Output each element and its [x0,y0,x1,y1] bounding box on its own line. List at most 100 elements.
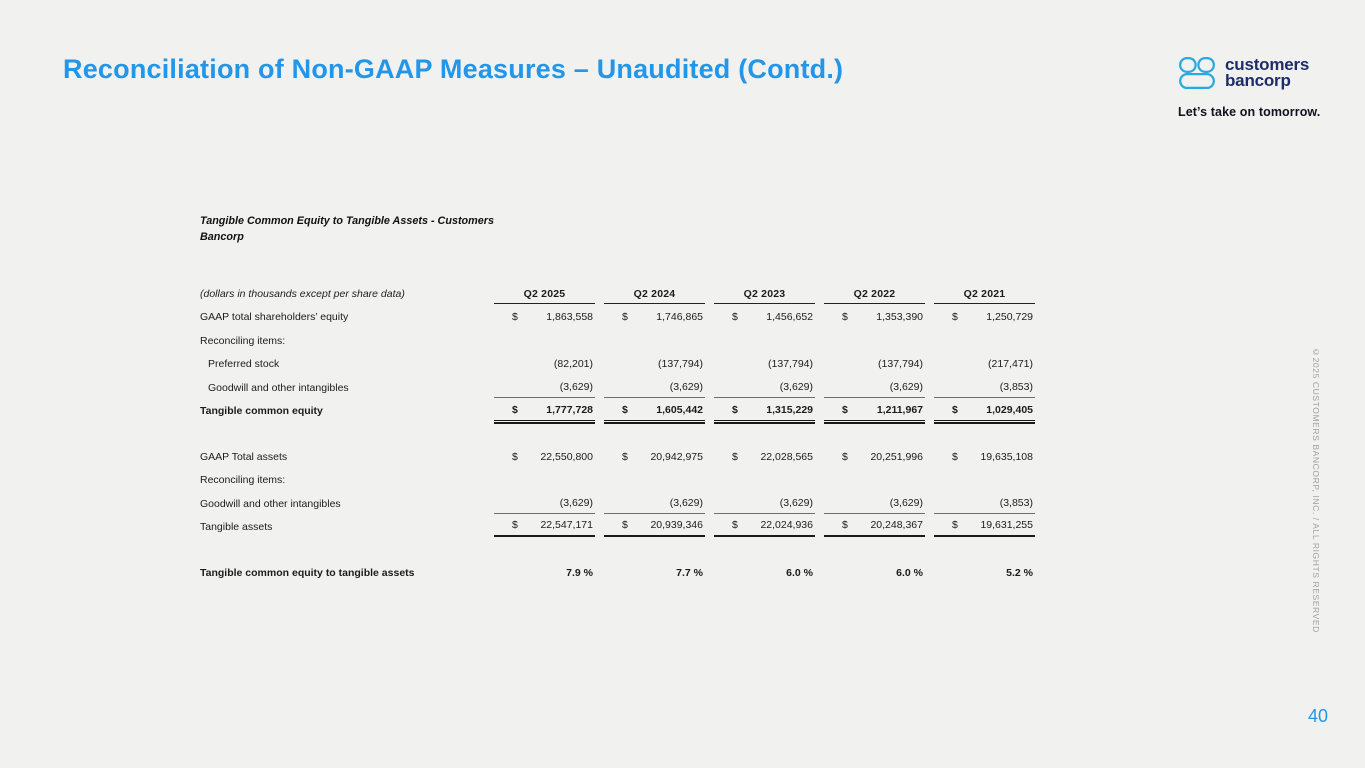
cell-value: (82,201) [553,358,593,371]
value-cell: $1,605,442 [604,400,705,424]
cell-value: (3,629) [559,496,593,509]
value-cell: 6.0 % [714,563,815,583]
value-cell: $20,942,975 [604,447,705,467]
value-cell: (3,629) [714,493,815,514]
dollar-sign: $ [622,311,628,324]
table-row: Goodwill and other intangibles (3,629) (3,… [200,490,1036,514]
table-row: Tangible common equity $1,777,728 $1,605,4… [200,398,1036,424]
dollar-sign: $ [512,404,518,417]
value-cell: $1,777,728 [494,400,595,424]
table-row: Reconciling items: [200,327,1036,351]
cell-value: 1,456,652 [766,311,813,324]
value-cell: (82,201) [494,354,595,374]
value-cell [494,470,595,490]
value-cell: (217,471) [934,354,1035,374]
column-header: Q2 2025 [494,285,595,304]
row-label: GAAP Total assets [200,450,288,463]
page-title: Reconciliation of Non-GAAP Measures – Un… [63,54,844,84]
cell-value: 22,028,565 [760,450,813,463]
value-cell: (3,629) [494,493,595,514]
dollar-sign: $ [952,450,958,463]
dollar-sign: $ [842,311,848,324]
column-header: Q2 2022 [824,285,925,304]
cell-value: 20,942,975 [650,450,703,463]
value-cell: $20,939,346 [604,515,705,538]
value-cell: $20,248,367 [824,515,925,538]
copyright-text: ©2025 CUSTOMERS BANCORP, INC. / ALL RIGH… [1311,347,1321,633]
cell-value: 7.9 % [566,566,593,579]
value-cell: (3,853) [934,493,1035,514]
value-cell: 5.2 % [934,563,1035,583]
table-spacer-row [200,537,1036,559]
cell-value: 22,024,936 [760,519,813,532]
units-note: (dollars in thousands except per share d… [200,288,405,301]
value-cell [714,470,815,490]
value-cell: (3,629) [604,493,705,514]
value-cell: (3,853) [934,377,1035,398]
value-cell [604,331,705,351]
cell-value: (137,794) [768,358,813,371]
dollar-sign: $ [512,519,518,532]
value-cell: (3,629) [824,377,925,398]
value-cell [934,470,1035,490]
table-row: Goodwill and other intangibles (3,629) (3,… [200,374,1036,398]
column-header: Q2 2024 [604,285,705,304]
value-cell [714,331,815,351]
cell-value: (137,794) [878,358,923,371]
cell-value: (3,853) [999,380,1033,393]
row-label: Reconciling items: [200,474,286,487]
cell-value: 22,550,800 [540,450,593,463]
dollar-sign: $ [732,311,738,324]
reconciliation-table: Tangible Common Equity to Tangible Asset… [200,214,1036,583]
cell-value: (3,853) [999,496,1033,509]
cell-value: 22,547,171 [540,519,593,532]
cell-value: 19,635,108 [980,450,1033,463]
brand-wordmark-line2: bancorp [1225,71,1291,90]
value-cell: $19,631,255 [934,515,1035,538]
value-cell: $1,250,729 [934,307,1035,327]
dollar-sign: $ [512,450,518,463]
cell-value: 1,353,390 [876,311,923,324]
dollar-sign: $ [512,311,518,324]
table-row: Preferred stock (82,201) (137,794) (137,794… [200,351,1036,375]
value-cell: $20,251,996 [824,447,925,467]
value-cell: 7.7 % [604,563,705,583]
dollar-sign: $ [952,311,958,324]
dollar-sign: $ [952,404,958,417]
value-cell [494,331,595,351]
value-cell: $1,211,967 [824,400,925,424]
value-cell: 6.0 % [824,563,925,583]
cell-value: (3,629) [669,496,703,509]
dollar-sign: $ [622,450,628,463]
value-cell: (3,629) [604,377,705,398]
table-row: Tangible assets $22,547,171 $20,939,346 $22… [200,514,1036,538]
row-label: Reconciling items: [200,334,286,347]
value-cell: $22,024,936 [714,515,815,538]
customers-bancorp-logo-icon [1178,56,1216,90]
cell-value: 20,248,367 [870,519,923,532]
value-cell: 7.9 % [494,563,595,583]
value-cell: $1,353,390 [824,307,925,327]
value-cell [604,470,705,490]
cell-value: 5.2 % [1006,566,1033,579]
cell-value: 7.7 % [676,566,703,579]
value-cell: (137,794) [714,354,815,374]
cell-value: 20,939,346 [650,519,703,532]
cell-value: 1,863,558 [546,311,593,324]
dollar-sign: $ [622,519,628,532]
row-label: Goodwill and other intangibles [200,497,341,510]
brand-block: customers bancorp Let’s take on tomorrow… [1178,56,1325,119]
row-label: Tangible common equity to tangible asset… [200,566,415,579]
brand-wordmark: customers bancorp [1225,56,1309,90]
cell-value: 1,746,865 [656,311,703,324]
cell-value: (3,629) [779,496,813,509]
value-cell [824,331,925,351]
value-cell [824,470,925,490]
dollar-sign: $ [732,404,738,417]
value-cell: $1,029,405 [934,400,1035,424]
cell-value: (3,629) [559,380,593,393]
value-cell: (137,794) [824,354,925,374]
value-cell: $22,547,171 [494,515,595,538]
cell-value: 1,315,229 [766,404,813,417]
row-label: GAAP total shareholders’ equity [200,311,349,324]
